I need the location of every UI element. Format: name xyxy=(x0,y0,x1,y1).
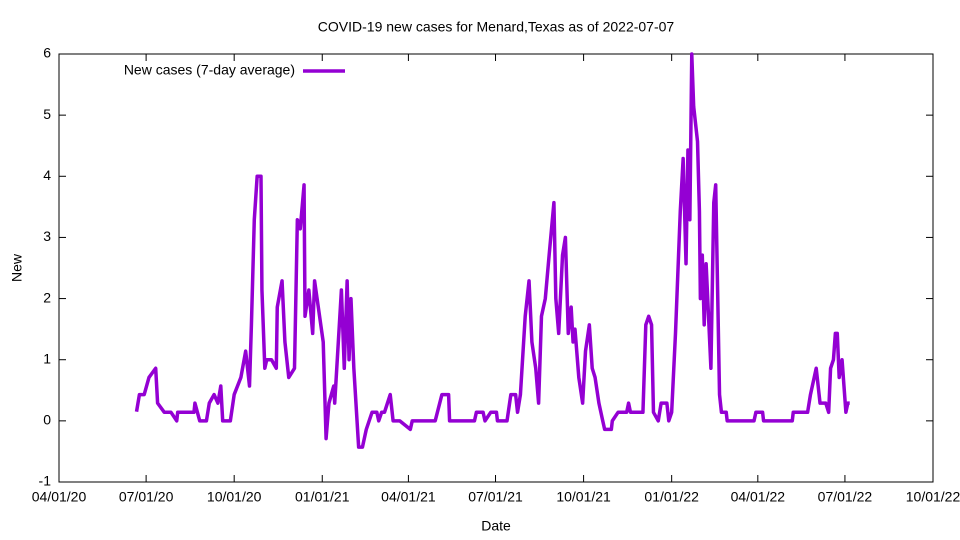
y-tick-label: 1 xyxy=(43,350,51,366)
y-tick-label: 0 xyxy=(43,412,51,428)
x-tick-label: 07/01/22 xyxy=(818,489,873,505)
x-tick-label: 04/01/22 xyxy=(731,489,786,505)
x-tick-label: 10/01/21 xyxy=(556,489,611,505)
y-axis-label: New xyxy=(9,253,25,282)
y-tick-label: 3 xyxy=(43,228,51,244)
x-tick-label: 04/01/21 xyxy=(381,489,436,505)
chart-title: COVID-19 new cases for Menard,Texas as o… xyxy=(318,19,675,35)
y-tick-label: -1 xyxy=(39,473,52,489)
x-tick-label: 10/01/22 xyxy=(906,489,960,505)
x-tick-label: 10/01/20 xyxy=(207,489,262,505)
y-tick-label: 6 xyxy=(43,45,51,61)
x-tick-label: 01/01/21 xyxy=(295,489,350,505)
x-tick-label: 01/01/22 xyxy=(644,489,699,505)
y-tick-label: 4 xyxy=(43,167,51,183)
x-tick-label: 07/01/21 xyxy=(468,489,523,505)
y-tick-label: 2 xyxy=(43,289,51,305)
x-axis-label: Date xyxy=(481,518,511,534)
x-tick-label: 04/01/20 xyxy=(32,489,87,505)
data-line xyxy=(134,52,850,449)
y-tick-label: 5 xyxy=(43,106,51,122)
legend-label: New cases (7-day average) xyxy=(124,62,295,78)
x-tick-label: 07/01/20 xyxy=(119,489,174,505)
